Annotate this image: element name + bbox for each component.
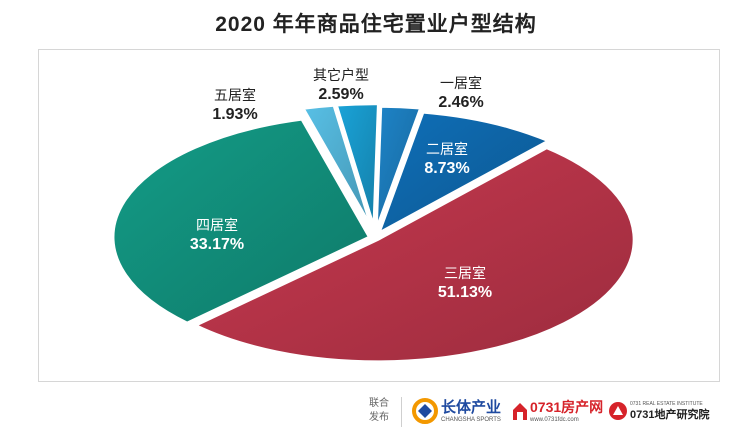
chart-area: 一居室 2.46% 二居室 8.73% 三居室 51.13% 四居室 33.17% 五居室 1.9… <box>38 49 720 382</box>
slice-label-6: 其它户型 <box>313 67 369 83</box>
page-title: 2020 年年商品住宅置业户型结构 <box>215 13 537 36</box>
slice-value-6: 2.59% <box>318 86 363 103</box>
pie-chart: 一居室 2.46% 二居室 8.73% 三居室 51.13% 四居室 33.17% 五居室 1.9… <box>111 67 636 363</box>
pie-slice-4 <box>111 118 371 325</box>
slice-label-5: 五居室 <box>214 87 256 103</box>
slice-label-3: 三居室 <box>444 265 486 281</box>
house-logo-icon <box>512 401 528 421</box>
sports-logo-text: 长体产业 <box>441 398 502 416</box>
slice-value-3: 51.13% <box>438 284 492 301</box>
joint-release-label: 联合发布 <box>369 398 389 423</box>
logo-0731-institute: 0731 REAL ESTATE INSTITUTE 0731地产研究院 <box>608 395 709 427</box>
pie-slice-3 <box>192 146 636 363</box>
slice-value-5: 1.93% <box>212 106 257 123</box>
slice-value-1: 2.46% <box>438 94 483 111</box>
fdc-logo-text: 0731房产网 <box>530 398 604 415</box>
pie-slice-2 <box>377 111 552 236</box>
slice-value-2: 8.73% <box>424 160 469 177</box>
logo-0731fdc: 0731房产网 www.0731fdc.com <box>512 395 603 427</box>
slice-label-2: 二居室 <box>426 141 468 157</box>
fdc-logo-subtext: www.0731fdc.com <box>530 416 579 423</box>
slice-label-4: 四居室 <box>196 217 238 233</box>
pie-slice-5 <box>301 104 373 227</box>
footer-divider <box>401 397 402 427</box>
logo-changsha-sports: 长体产业 CHANGSHA SPORTS <box>412 395 501 427</box>
institute-logo-icon <box>608 401 628 421</box>
sports-logo-icon <box>412 398 438 424</box>
slice-label-1: 一居室 <box>440 75 482 91</box>
slice-value-4: 33.17% <box>190 236 244 253</box>
institute-logo-subtext: 0731 REAL ESTATE INSTITUTE <box>630 400 703 407</box>
sports-logo-subtext: CHANGSHA SPORTS <box>441 416 501 423</box>
pie-slice-6 <box>335 102 380 227</box>
pie-slice-1 <box>375 105 423 229</box>
institute-logo-text: 0731地产研究院 <box>630 408 710 421</box>
